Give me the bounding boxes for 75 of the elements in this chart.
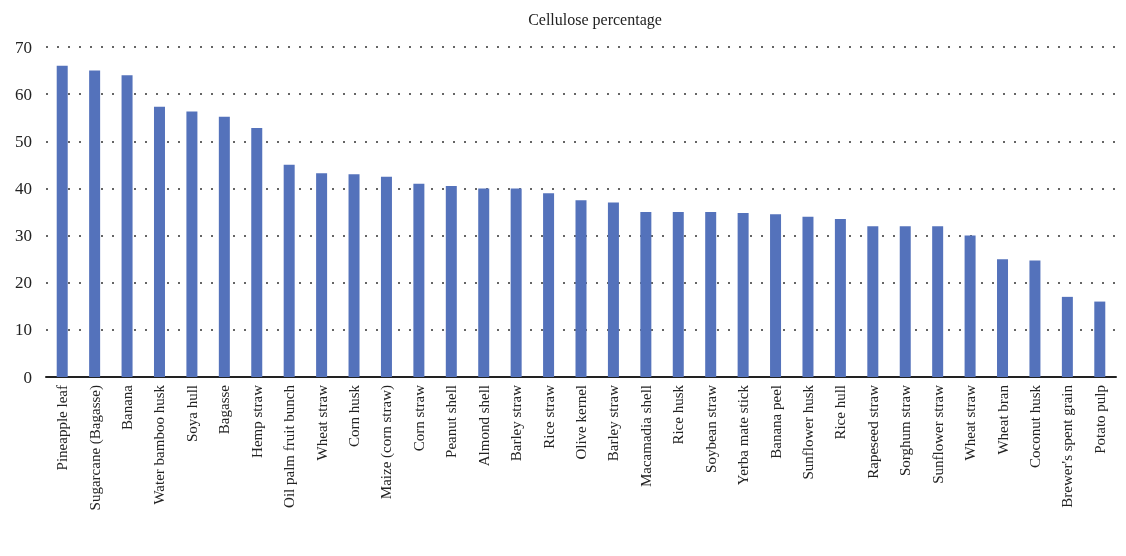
bar	[834, 219, 846, 377]
x-tick-label: Sunflower straw	[929, 384, 946, 484]
x-tick-label: Soybean straw	[702, 384, 719, 473]
x-tick-label: Sunflower husk	[799, 384, 816, 480]
x-tick-label: Rapeseed straw	[864, 384, 881, 479]
x-tick-label: Peanut shell	[443, 385, 460, 458]
x-tick-label: Macamadia shell	[637, 385, 654, 488]
x-tick-label: Sugarcane (Bagasse)	[86, 385, 104, 511]
x-tick-label: Maize (corn straw)	[378, 385, 396, 500]
bar	[1094, 301, 1106, 377]
bar	[380, 176, 392, 377]
bar	[705, 212, 717, 377]
x-tick-label: Rice husk	[670, 384, 687, 445]
x-tick-label: Pineapple leaf	[54, 385, 71, 471]
bar	[770, 214, 782, 377]
x-tick-label: Wheat bran	[994, 384, 1011, 455]
x-tick-label: Wheat straw	[313, 384, 330, 461]
x-tick-label: Corn husk	[346, 384, 363, 448]
x-tick-label: Rice straw	[540, 384, 557, 449]
bar	[316, 173, 328, 377]
x-tick-label: Wheat straw	[962, 384, 979, 461]
bar	[348, 174, 360, 377]
bar	[640, 212, 652, 377]
y-tick-label: 70	[15, 37, 32, 57]
bar	[607, 202, 619, 377]
x-tick-label: Banana peel	[767, 385, 784, 459]
bar	[899, 226, 911, 377]
x-tick-label: Rice hull	[832, 385, 849, 440]
bar	[283, 164, 295, 377]
x-tick-label: Potato pulp	[1091, 385, 1108, 454]
x-tick-label: Banana	[119, 384, 136, 430]
bar	[218, 116, 230, 377]
y-tick-label: 30	[15, 226, 32, 246]
x-tick-label: Sorghum straw	[897, 384, 914, 476]
x-tick-label: Soya hull	[183, 385, 200, 443]
bar	[543, 193, 555, 377]
bar	[1029, 260, 1041, 377]
x-tick-label: Yerba mate stick	[735, 384, 752, 486]
bar	[445, 186, 457, 377]
y-tick-label: 50	[15, 131, 32, 151]
x-tick-label: Water bamboo husk	[151, 384, 168, 505]
x-tick-label: Almond shell	[475, 385, 492, 467]
x-tick-label: Brewer's spent grain	[1059, 384, 1076, 508]
bar	[737, 212, 749, 377]
x-tick-label: Olive kernel	[573, 385, 589, 460]
bar	[867, 226, 879, 377]
bar	[121, 75, 133, 377]
y-tick-label: 10	[15, 320, 32, 340]
bar	[672, 212, 684, 377]
x-tick-label: Coconut husk	[1026, 384, 1043, 468]
bar	[575, 200, 587, 377]
bar	[964, 235, 976, 377]
y-tick-label: 20	[15, 273, 32, 293]
bar	[56, 65, 68, 377]
x-tick-label: Hemp straw	[248, 384, 265, 458]
bar	[510, 188, 522, 377]
bar	[1061, 296, 1073, 377]
bar	[802, 216, 814, 377]
x-tick-label: Corn straw	[410, 384, 427, 452]
bar	[413, 183, 425, 377]
bar	[89, 70, 101, 377]
bar	[186, 111, 198, 377]
chart-title: Cellulose percentage	[528, 10, 662, 29]
bar	[997, 259, 1009, 377]
bar	[251, 128, 263, 377]
bar	[153, 106, 165, 377]
x-tick-label: Oil palm fruit bunch	[281, 384, 298, 508]
x-tick-label: Barley straw	[508, 384, 525, 462]
bar	[932, 226, 944, 377]
bar	[478, 188, 490, 377]
x-tick-label: Bagasse	[216, 384, 233, 435]
y-tick-label: 0	[23, 367, 32, 387]
x-tick-label: Barley straw	[605, 384, 622, 462]
y-tick-label: 40	[15, 178, 32, 198]
y-tick-label: 60	[15, 84, 32, 104]
